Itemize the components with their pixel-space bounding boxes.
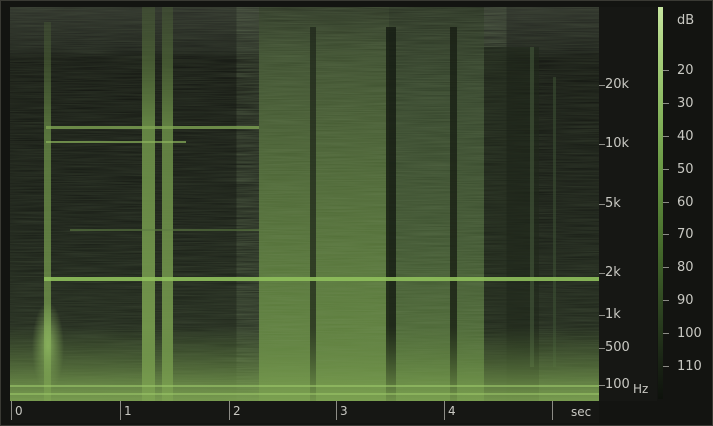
freq-tick-label: 500 — [605, 340, 630, 355]
db-unit-label: dB — [677, 13, 695, 28]
frequency-unit-label: Hz — [633, 382, 649, 396]
time-tick — [120, 401, 121, 420]
spectrogram-view[interactable] — [10, 7, 599, 401]
frequency-axis: 20k 10k 5k 2k 1k 500 100 — [599, 7, 657, 401]
db-colorbar — [658, 7, 663, 399]
freq-tick-label: 100 — [605, 377, 630, 392]
db-tick-label: 70 — [677, 227, 694, 242]
time-unit-label: sec — [571, 405, 592, 419]
time-tick-label: 1 — [124, 404, 132, 418]
db-tick-label: 80 — [677, 260, 694, 275]
db-tick — [663, 202, 669, 203]
freq-tick-label: 5k — [605, 196, 621, 211]
freq-tick-label: 1k — [605, 307, 621, 322]
db-tick-label: 20 — [677, 63, 694, 78]
db-tick-label: 60 — [677, 195, 694, 210]
db-tick — [663, 300, 669, 301]
time-tick — [336, 401, 337, 420]
freq-tick-label: 2k — [605, 265, 621, 280]
freq-tick-label: 20k — [605, 77, 630, 92]
freq-tick — [599, 144, 605, 145]
db-tick — [663, 267, 669, 268]
db-tick-label: 50 — [677, 162, 694, 177]
db-tick — [663, 136, 669, 137]
db-tick-label: 100 — [677, 326, 702, 341]
db-tick-label: 90 — [677, 293, 694, 308]
db-tick — [663, 103, 669, 104]
db-tick-label: 40 — [677, 129, 694, 144]
freq-tick — [599, 315, 605, 316]
db-tick — [663, 70, 669, 71]
db-tick — [663, 169, 669, 170]
freq-tick — [599, 85, 605, 86]
freq-tick — [599, 385, 605, 386]
db-tick — [663, 366, 669, 367]
freq-tick — [599, 273, 605, 274]
time-tick-label: 4 — [448, 404, 456, 418]
freq-tick — [599, 348, 605, 349]
time-tick — [229, 401, 230, 420]
db-tick-label: 110 — [677, 359, 702, 374]
spectrogram-image — [10, 7, 599, 401]
time-tick-label: 2 — [233, 404, 241, 418]
time-axis: 0 1 2 3 4 — [10, 401, 599, 423]
freq-tick-label: 10k — [605, 136, 630, 151]
time-tick-label: 3 — [340, 404, 348, 418]
time-tick — [11, 401, 12, 420]
db-tick-label: 30 — [677, 96, 694, 111]
time-tick-label: 0 — [15, 404, 23, 418]
db-tick — [663, 333, 669, 334]
time-tick — [444, 401, 445, 420]
freq-tick — [599, 204, 605, 205]
time-tick — [552, 401, 553, 420]
db-tick — [663, 234, 669, 235]
